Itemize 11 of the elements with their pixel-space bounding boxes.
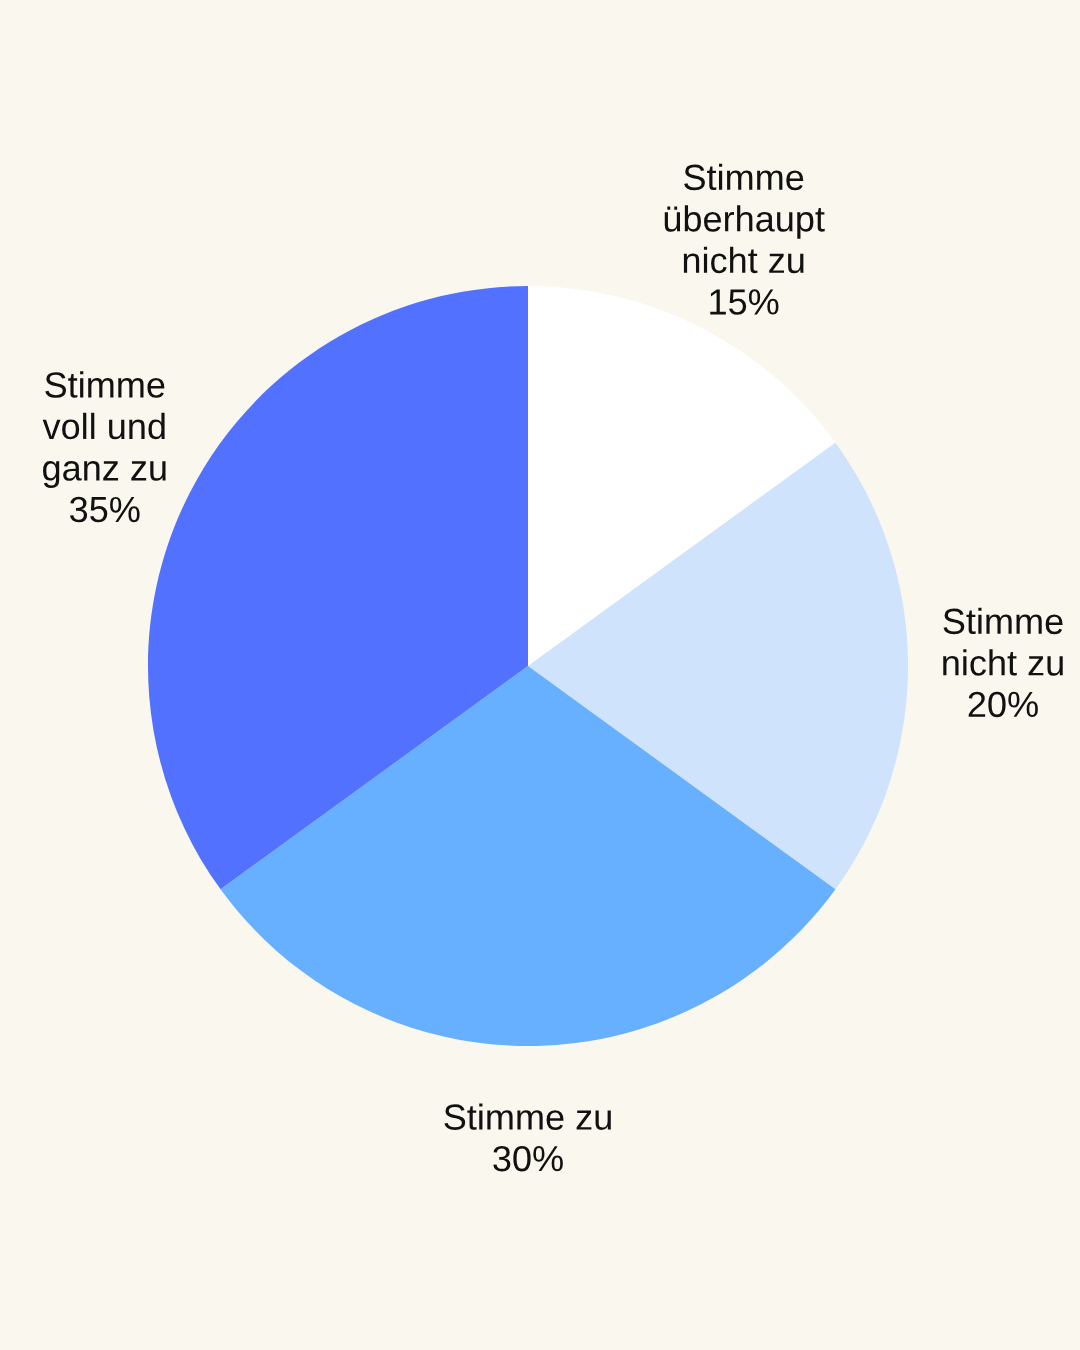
slice-label: Stimme voll und ganz zu: [42, 371, 166, 488]
pie-slice: [528, 286, 836, 666]
data-label: 35%: [70, 496, 140, 523]
slice-label: Stimme überhaupt nicht zu: [664, 163, 825, 274]
pie-slice: [220, 666, 836, 1046]
pie-slice: [528, 442, 908, 890]
slice-label: Stimme nicht zu: [943, 607, 1063, 676]
data-label: 20%: [968, 691, 1038, 718]
data-label: 15%: [710, 289, 779, 315]
slice-label: Stimme zu: [444, 1103, 611, 1130]
data-label: 30%: [493, 1145, 563, 1172]
